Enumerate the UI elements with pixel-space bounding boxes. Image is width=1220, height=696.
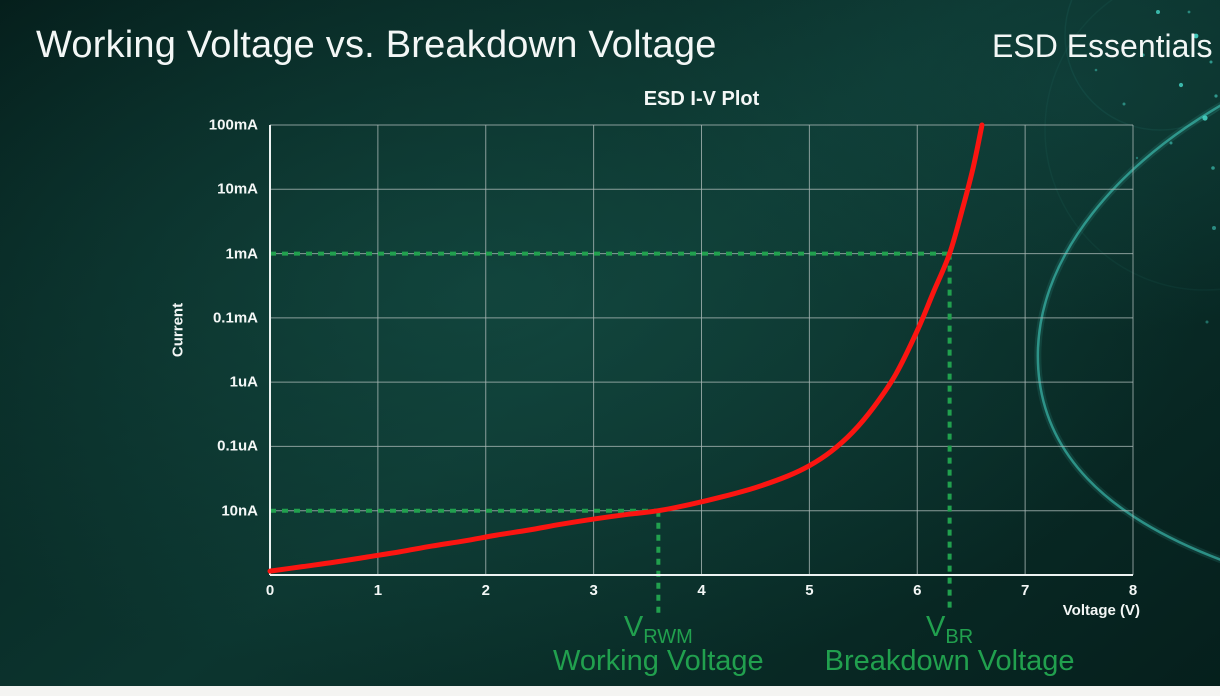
x-axis-label: Voltage (V) bbox=[1062, 602, 1140, 619]
slide-title: Working Voltage vs. Breakdown Voltage bbox=[36, 24, 717, 66]
decor-curve-glow bbox=[1034, 101, 1220, 564]
decor-curve bbox=[1036, 104, 1220, 561]
decor-particles bbox=[1094, 10, 1218, 324]
brand-logo-text: ESD Essentials bbox=[992, 28, 1213, 64]
y-axis-label: Current bbox=[169, 302, 187, 358]
decor-circle bbox=[1044, 0, 1220, 291]
decor-circle bbox=[1064, 0, 1220, 131]
chart-title: ESD I-V Plot bbox=[643, 88, 760, 110]
letterbox-strip bbox=[0, 686, 1220, 696]
